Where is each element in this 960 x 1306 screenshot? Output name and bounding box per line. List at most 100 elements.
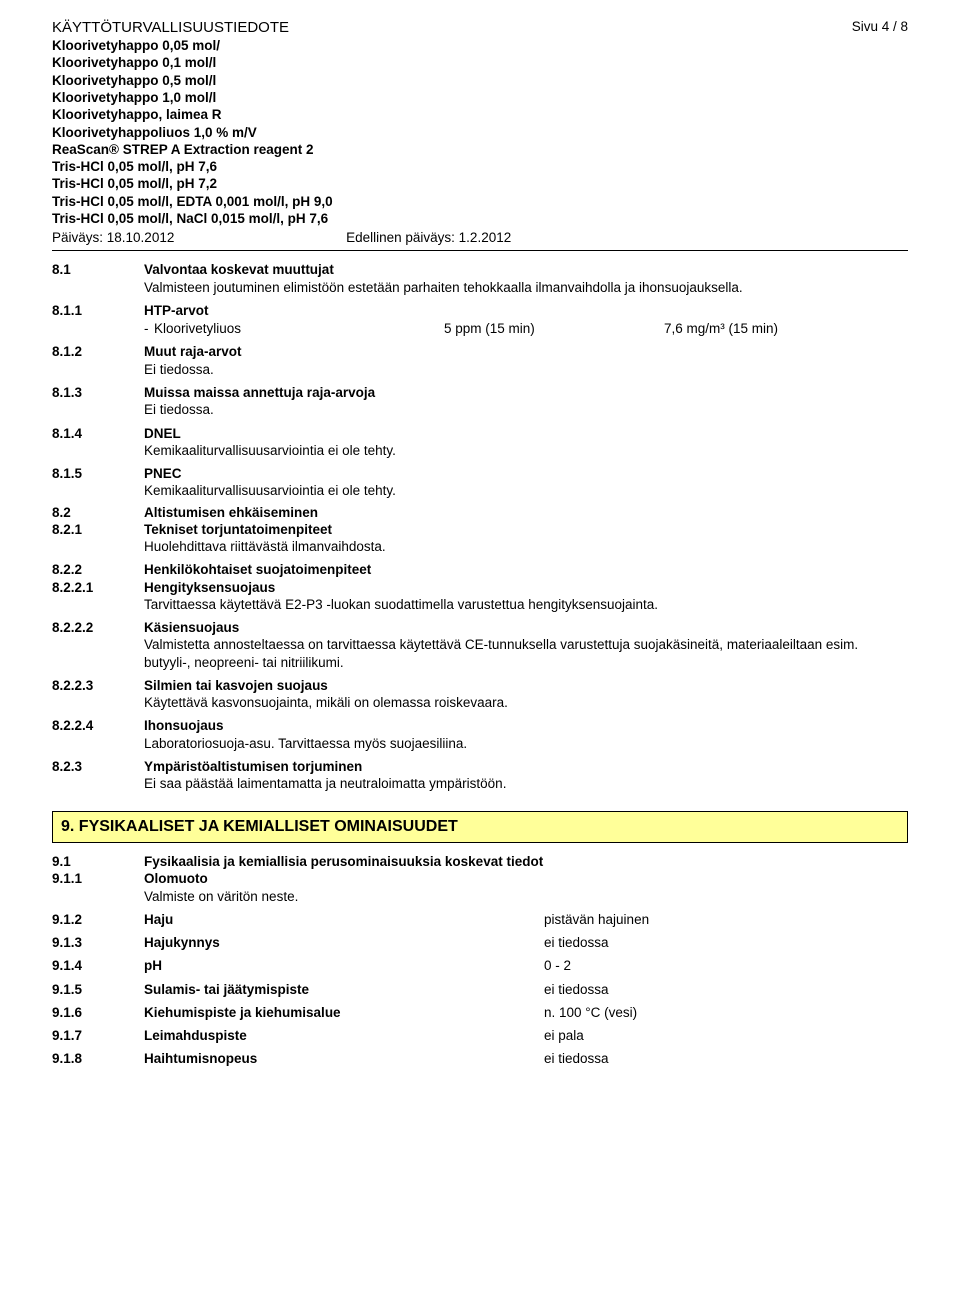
page-number: Sivu 4 / 8 (852, 18, 908, 35)
date-row: Päiväys: 18.10.2012 Edellinen päiväys: 1… (52, 229, 908, 246)
entry-number: 8.1.4 (52, 425, 144, 460)
entry-head: Käsiensuojaus (144, 619, 908, 636)
entry-body: DNEL Kemikaaliturvallisuusarviointia ei … (144, 425, 908, 460)
entry-head: Tekniset torjuntatoimenpiteet (144, 521, 908, 538)
product-line: Kloorivetyhappoliuos 1,0 % m/V (52, 124, 908, 141)
prop-row: 9.1.7 Leimahduspiste ei pala (52, 1027, 908, 1044)
prop-value: 0 - 2 (544, 957, 908, 974)
entry-body: Silmien tai kasvojen suojaus Käytettävä … (144, 677, 908, 712)
entry-text: Ei tiedossa. (144, 401, 908, 418)
entry-8-2-2-3: 8.2.2.3 Silmien tai kasvojen suojaus Käy… (52, 677, 908, 712)
entry-8-1-4: 8.1.4 DNEL Kemikaaliturvallisuusarvioint… (52, 425, 908, 460)
prop-label: Haju (144, 911, 544, 928)
product-line: Tris-HCl 0,05 mol/l, pH 7,6 (52, 158, 908, 175)
entry-text: Kemikaaliturvallisuusarviointia ei ole t… (144, 442, 908, 459)
entry-text: Käytettävä kasvonsuojainta, mikäli on ol… (144, 694, 908, 711)
prop-value: ei tiedossa (544, 934, 908, 951)
entry-8-2: 8.2 Altistumisen ehkäiseminen (52, 504, 908, 521)
doc-title: KÄYTTÖTURVALLISUUSTIEDOTE (52, 18, 289, 37)
htp-dash: - (144, 320, 154, 337)
entry-number: 8.1.1 (52, 302, 144, 338)
entry-number: 8.1.5 (52, 465, 144, 500)
htp-mgm3: 7,6 mg/m³ (15 min) (664, 320, 908, 337)
entry-text: Ei tiedossa. (144, 361, 908, 378)
entry-8-2-2-4: 8.2.2.4 Ihonsuojaus Laboratoriosuoja-asu… (52, 717, 908, 752)
entry-number: 9.1.1 (52, 870, 144, 905)
entry-8-2-1: 8.2.1 Tekniset torjuntatoimenpiteet Huol… (52, 521, 908, 556)
prop-value: n. 100 °C (vesi) (544, 1004, 908, 1021)
prop-label: Sulamis- tai jäätymispiste (144, 981, 544, 998)
header-row: KÄYTTÖTURVALLISUUSTIEDOTE Sivu 4 / 8 (52, 18, 908, 37)
entry-body: HTP-arvot - Kloorivetyliuos 5 ppm (15 mi… (144, 302, 908, 338)
prop-row: 9.1.4 pH 0 - 2 (52, 957, 908, 974)
prop-num: 9.1.5 (52, 981, 144, 998)
entry-text: Valmiste on väritön neste. (144, 888, 908, 905)
entry-8-1-5: 8.1.5 PNEC Kemikaaliturvallisuusarvioint… (52, 465, 908, 500)
entry-body: Tekniset torjuntatoimenpiteet Huolehditt… (144, 521, 908, 556)
entry-number: 8.2.2.3 (52, 677, 144, 712)
date-previous: Edellinen päiväys: 1.2.2012 (346, 229, 511, 246)
entry-number: 8.2.3 (52, 758, 144, 793)
entry-head: Altistumisen ehkäiseminen (144, 504, 908, 521)
entry-8-1-2: 8.1.2 Muut raja-arvot Ei tiedossa. (52, 343, 908, 378)
prop-row: 9.1.3 Hajukynnys ei tiedossa (52, 934, 908, 951)
entry-8-2-3: 8.2.3 Ympäristöaltistumisen torjuminen E… (52, 758, 908, 793)
entry-body: Käsiensuojaus Valmistetta annosteltaessa… (144, 619, 908, 671)
entry-head: Muut raja-arvot (144, 343, 908, 360)
entry-text: Ei saa päästää laimentamatta ja neutralo… (144, 775, 908, 792)
entry-head: Hengityksensuojaus (144, 579, 908, 596)
entry-head: Ihonsuojaus (144, 717, 908, 734)
entry-number: 8.2.2 (52, 561, 144, 578)
page: KÄYTTÖTURVALLISUUSTIEDOTE Sivu 4 / 8 Klo… (0, 0, 960, 1098)
entry-text: Tarvittaessa käytettävä E2-P3 -luokan su… (144, 596, 908, 613)
section-9-heading: 9. FYSIKAALISET JA KEMIALLISET OMINAISUU… (52, 811, 908, 843)
entry-head: Silmien tai kasvojen suojaus (144, 677, 908, 694)
entry-9-1: 9.1 Fysikaalisia ja kemiallisia perusomi… (52, 853, 908, 870)
entry-9-1-1: 9.1.1 Olomuoto Valmiste on väritön neste… (52, 870, 908, 905)
entry-text: Laboratoriosuoja-asu. Tarvittaessa myös … (144, 735, 908, 752)
entry-8-2-2-2: 8.2.2.2 Käsiensuojaus Valmistetta annost… (52, 619, 908, 671)
entry-number: 8.1 (52, 261, 144, 296)
entry-head: DNEL (144, 425, 908, 442)
entry-text: Kemikaaliturvallisuusarviointia ei ole t… (144, 482, 908, 499)
prop-label: Kiehumispiste ja kiehumisalue (144, 1004, 544, 1021)
entry-body: Muissa maissa annettuja raja-arvoja Ei t… (144, 384, 908, 419)
prop-row: 9.1.2 Haju pistävän hajuinen (52, 911, 908, 928)
product-line: Tris-HCl 0,05 mol/l, EDTA 0,001 mol/l, p… (52, 193, 908, 210)
entry-number: 8.2.2.4 (52, 717, 144, 752)
htp-substance: Kloorivetyliuos (154, 320, 444, 337)
prop-num: 9.1.7 (52, 1027, 144, 1044)
prop-value: ei tiedossa (544, 1050, 908, 1067)
prop-row: 9.1.6 Kiehumispiste ja kiehumisalue n. 1… (52, 1004, 908, 1021)
htp-ppm: 5 ppm (15 min) (444, 320, 664, 337)
entry-body: Henkilökohtaiset suojatoimenpiteet (144, 561, 908, 578)
entry-number: 8.2 (52, 504, 144, 521)
product-line: Kloorivetyhappo 0,1 mol/l (52, 54, 908, 71)
product-line: Tris-HCl 0,05 mol/l, pH 7,2 (52, 175, 908, 192)
entry-head: Valvontaa koskevat muuttujat (144, 261, 908, 278)
entry-body: Fysikaalisia ja kemiallisia perusominais… (144, 853, 908, 870)
entry-8-2-2-1: 8.2.2.1 Hengityksensuojaus Tarvittaessa … (52, 579, 908, 614)
prop-label: Haihtumisnopeus (144, 1050, 544, 1067)
entry-text: Huolehdittava riittävästä ilmanvaihdosta… (144, 538, 908, 555)
product-list: Kloorivetyhappo 0,05 mol/ Kloorivetyhapp… (52, 37, 908, 227)
entry-number: 8.2.1 (52, 521, 144, 556)
product-line: Kloorivetyhappo 0,05 mol/ (52, 37, 908, 54)
prop-value: pistävän hajuinen (544, 911, 908, 928)
entry-number: 8.1.3 (52, 384, 144, 419)
prop-num: 9.1.2 (52, 911, 144, 928)
prop-label: Leimahduspiste (144, 1027, 544, 1044)
prop-num: 9.1.8 (52, 1050, 144, 1067)
product-line: Kloorivetyhappo, laimea R (52, 106, 908, 123)
prop-label: Hajukynnys (144, 934, 544, 951)
entry-number: 9.1 (52, 853, 144, 870)
entry-8-1-1: 8.1.1 HTP-arvot - Kloorivetyliuos 5 ppm … (52, 302, 908, 338)
entry-8-1-3: 8.1.3 Muissa maissa annettuja raja-arvoj… (52, 384, 908, 419)
entry-body: Olomuoto Valmiste on väritön neste. (144, 870, 908, 905)
entry-8-1: 8.1 Valvontaa koskevat muuttujat Valmist… (52, 261, 908, 296)
product-line: Kloorivetyhappo 0,5 mol/l (52, 72, 908, 89)
entry-head: Muissa maissa annettuja raja-arvoja (144, 384, 908, 401)
prop-value: ei pala (544, 1027, 908, 1044)
prop-num: 9.1.6 (52, 1004, 144, 1021)
product-line: Kloorivetyhappo 1,0 mol/l (52, 89, 908, 106)
